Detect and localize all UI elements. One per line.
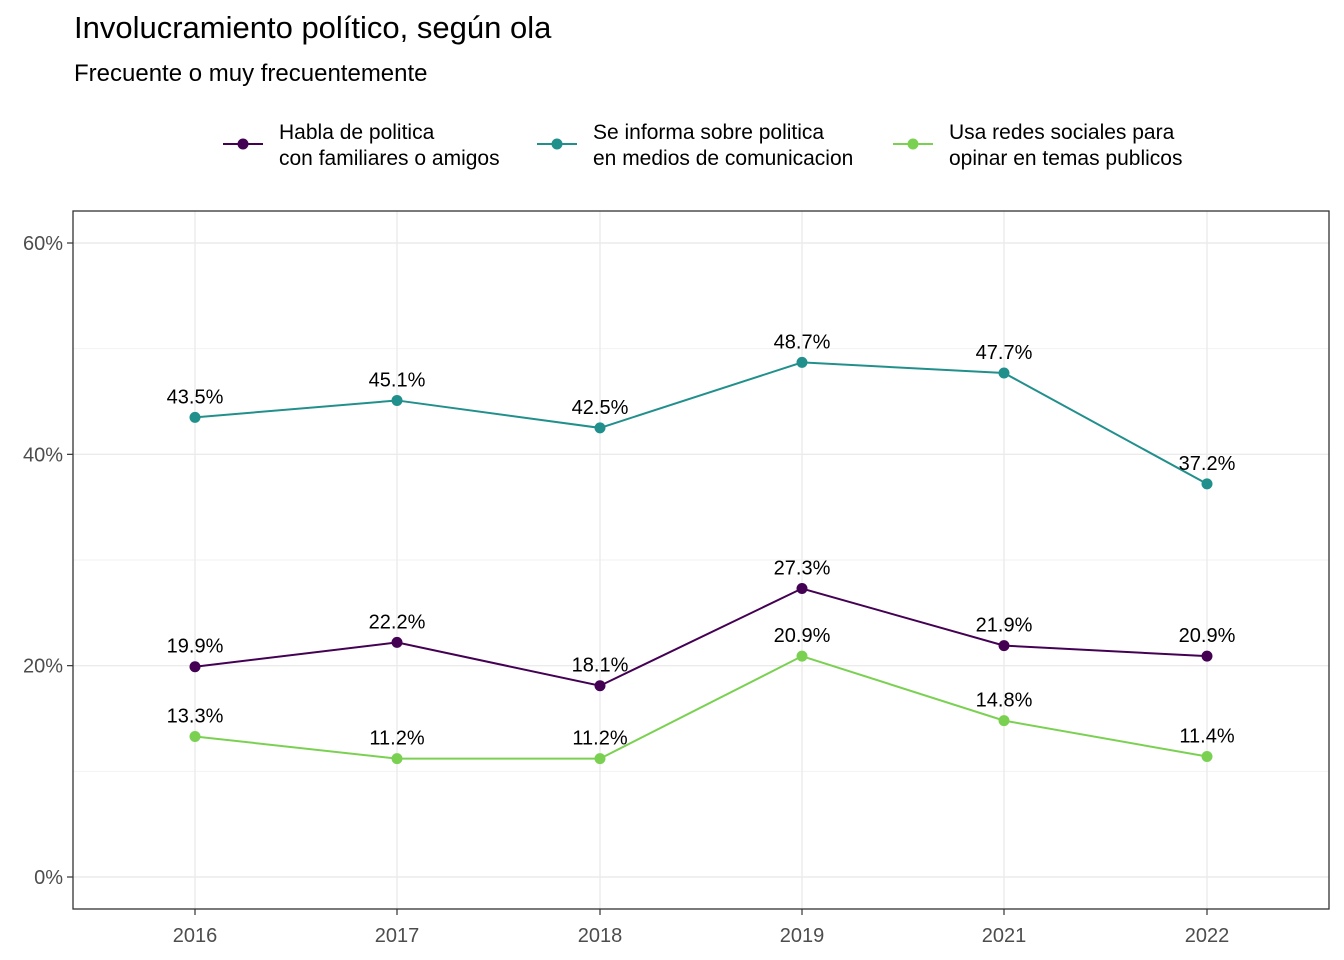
data-label: 20.9% [1179, 625, 1236, 647]
legend-key-point [551, 138, 563, 150]
x-tick-label: 2021 [982, 925, 1027, 947]
x-tick-label: 2022 [1185, 925, 1230, 947]
data-label: 11.2% [369, 728, 424, 750]
y-tick-label: 20% [23, 656, 63, 678]
data-label: 11.2% [572, 728, 627, 750]
data-label: 47.7% [976, 342, 1033, 364]
data-point [391, 394, 403, 406]
data-label: 21.9% [976, 615, 1033, 637]
data-point [189, 411, 201, 423]
data-label: 14.8% [976, 690, 1033, 712]
data-label: 11.4% [1179, 726, 1234, 748]
data-point [1201, 650, 1213, 662]
data-label: 48.7% [774, 331, 831, 353]
x-tick-label: 2018 [578, 925, 623, 947]
x-tick-label: 2017 [375, 925, 420, 947]
data-point [189, 661, 201, 673]
data-point [594, 680, 606, 692]
legend-label: opinar en temas publicos [949, 147, 1182, 170]
data-label: 43.5% [167, 386, 224, 408]
plot-panel-border [72, 210, 1330, 910]
data-point [796, 583, 808, 595]
series-layer [189, 356, 1213, 765]
legend-label: con familiares o amigos [279, 147, 500, 170]
y-tick-label: 40% [23, 444, 63, 466]
x-tick-label: 2019 [780, 925, 825, 947]
legend: Habla de politica con familiares o amigos… [223, 121, 1182, 170]
data-point [1201, 751, 1213, 763]
data-point [998, 367, 1010, 379]
y-tick-label: 60% [23, 233, 63, 255]
chart-title: Involucramiento político, según ola [74, 10, 552, 45]
data-point [796, 650, 808, 662]
data-label: 27.3% [774, 558, 831, 580]
chart-subtitle: Frecuente o muy frecuentemente [74, 60, 428, 87]
data-label: 42.5% [572, 397, 629, 419]
data-label: 13.3% [167, 705, 224, 727]
data-label: 37.2% [1179, 453, 1236, 475]
legend-label: Usa redes sociales para [949, 121, 1175, 144]
data-point [998, 640, 1010, 652]
data-label: 45.1% [369, 369, 426, 391]
data-point [796, 356, 808, 368]
legend-label: Se informa sobre politica [593, 121, 824, 144]
data-point [594, 422, 606, 434]
legend-key-point [237, 138, 249, 150]
data-labels: 19.9% 22.2% 18.1% 27.3% 21.9% 20.9% 43.5% 45.1%… [167, 331, 1236, 749]
data-label: 20.9% [774, 625, 831, 647]
data-point [391, 753, 403, 765]
data-point [1201, 478, 1213, 490]
data-label: 22.2% [369, 611, 426, 633]
data-point [391, 636, 403, 648]
x-tick-label: 2016 [173, 925, 218, 947]
y-tick-label: 0% [34, 867, 63, 889]
axes: 0% 20% 40% 60% 2016 2017 2018 2019 2021 2022 [23, 233, 1229, 947]
legend-label: en medios de comunicacion [593, 147, 853, 170]
series-line-0 [194, 587, 1208, 687]
grid [73, 211, 1329, 909]
legend-key-point [907, 138, 919, 150]
data-point [594, 753, 606, 765]
legend-label: Habla de politica [279, 121, 435, 144]
data-point [998, 715, 1010, 727]
data-label: 18.1% [572, 655, 629, 677]
series-line-2 [194, 655, 1208, 760]
series-line-1 [194, 361, 1208, 485]
data-label: 19.9% [167, 636, 224, 658]
data-point [189, 730, 201, 742]
